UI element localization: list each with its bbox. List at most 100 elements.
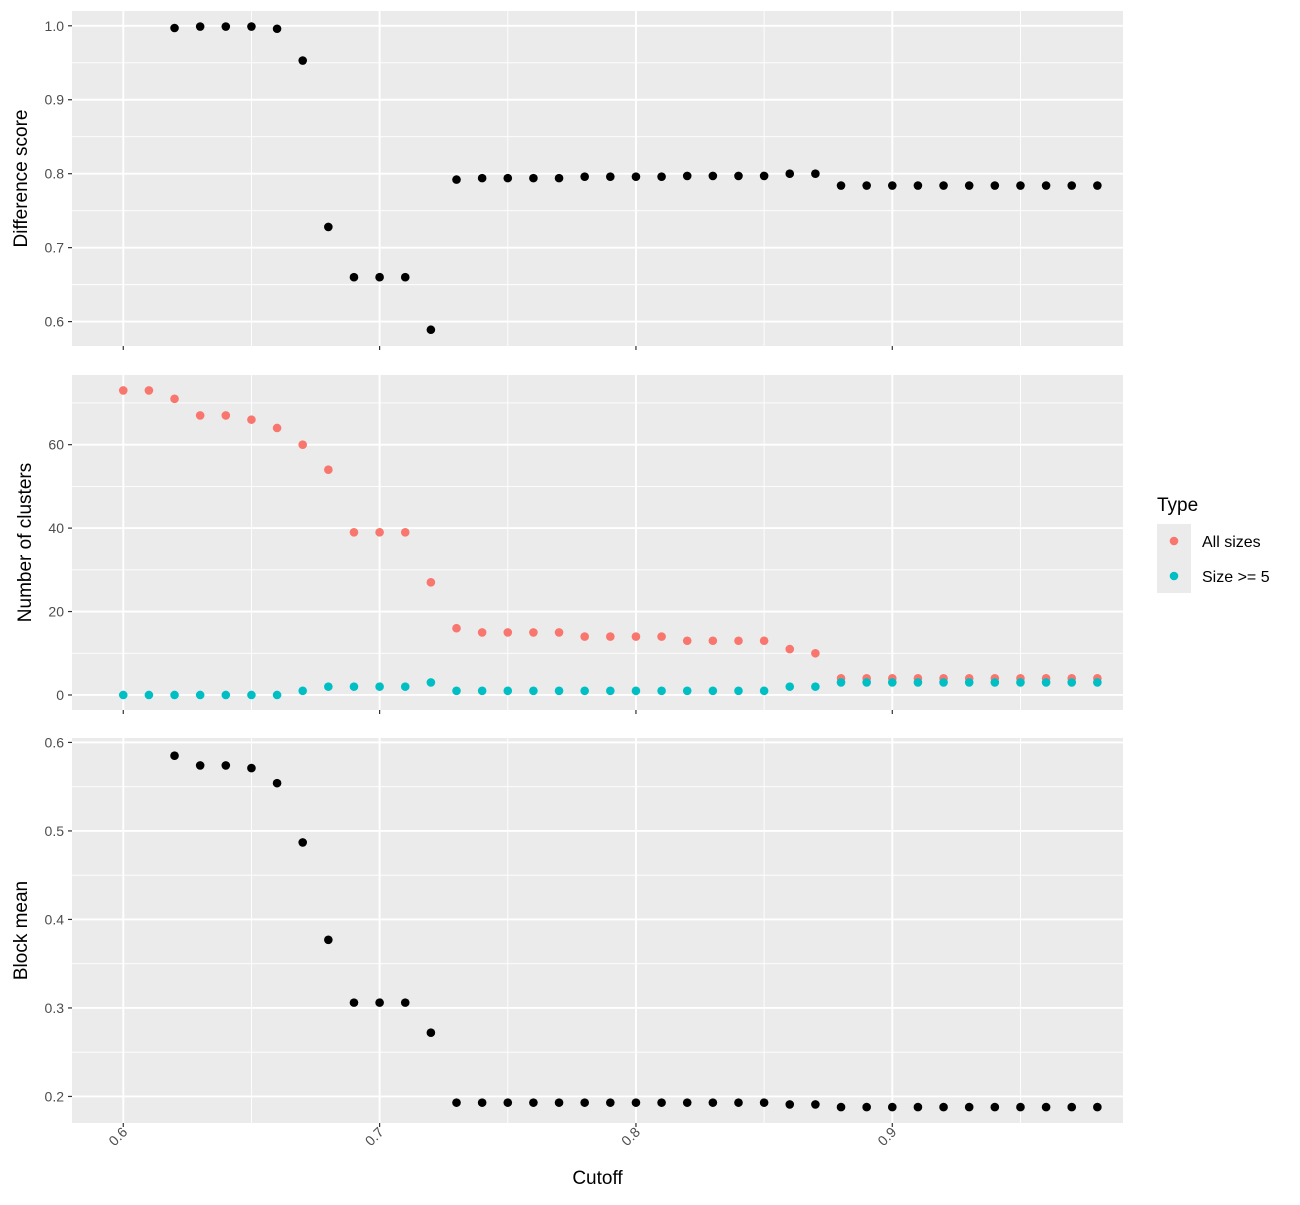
data-point <box>990 181 1000 190</box>
y-tick-label: 1.0 <box>45 18 65 34</box>
data-point <box>708 1098 718 1107</box>
data-point <box>324 465 333 475</box>
data-point <box>221 22 231 31</box>
legend-key <box>1169 536 1179 546</box>
data-point <box>734 1098 743 1107</box>
data-point <box>503 173 513 183</box>
data-point <box>554 686 564 696</box>
panel-background <box>72 738 1123 1123</box>
data-point <box>862 1102 871 1112</box>
data-point <box>580 1098 589 1107</box>
data-point <box>529 1098 538 1107</box>
data-point <box>913 678 923 687</box>
data-point <box>477 1098 487 1107</box>
legend-label: All sizes <box>1202 534 1261 551</box>
data-point <box>785 1100 795 1109</box>
data-point <box>606 686 615 696</box>
data-point <box>247 690 256 700</box>
data-point <box>503 686 513 696</box>
data-point <box>1067 678 1077 687</box>
y-tick-label: 0.6 <box>45 734 65 750</box>
data-point <box>708 636 718 646</box>
legend-title: Type <box>1157 495 1198 516</box>
data-point <box>221 761 231 770</box>
y-tick-label: 0.5 <box>45 823 65 839</box>
data-point <box>759 686 769 696</box>
data-point <box>529 173 538 183</box>
data-point <box>964 1102 974 1112</box>
y-tick-label: 0.7 <box>45 240 65 256</box>
data-point <box>1041 678 1051 687</box>
data-point <box>887 678 897 687</box>
data-point <box>400 682 410 691</box>
data-point <box>452 623 461 633</box>
data-point <box>682 686 692 696</box>
data-point <box>1093 678 1102 687</box>
data-point <box>657 1098 666 1107</box>
y-tick-label: 0 <box>56 687 64 703</box>
legend-label: Size >= 5 <box>1202 569 1270 586</box>
data-point <box>631 686 641 696</box>
y-tick-label: 0.8 <box>45 166 65 182</box>
data-point <box>836 1102 846 1112</box>
data-point <box>580 172 589 181</box>
data-point <box>118 690 128 700</box>
data-point <box>375 272 384 282</box>
data-point <box>836 678 846 687</box>
data-point <box>708 171 718 181</box>
x-tick-label: 0.6 <box>105 1124 130 1149</box>
data-point <box>1016 1102 1025 1112</box>
y-tick-label: 60 <box>48 437 64 453</box>
data-point <box>477 686 487 696</box>
data-point <box>606 172 615 181</box>
data-point <box>195 411 205 420</box>
data-point <box>349 682 359 691</box>
data-point <box>170 751 179 761</box>
y-tick-label: 0.4 <box>45 911 65 927</box>
data-point <box>734 171 743 181</box>
data-point <box>964 678 974 687</box>
data-point <box>708 686 718 696</box>
data-point <box>554 628 564 637</box>
data-point <box>682 636 692 646</box>
data-point <box>503 628 513 637</box>
data-point <box>1093 181 1102 190</box>
data-point <box>349 998 359 1007</box>
data-point <box>657 632 666 641</box>
data-point <box>1041 181 1051 190</box>
data-point <box>324 682 333 691</box>
data-point <box>298 686 308 696</box>
data-point <box>349 527 359 537</box>
data-point <box>452 1098 461 1107</box>
data-point <box>144 386 154 395</box>
y-tick-label: 0.2 <box>45 1088 65 1104</box>
data-point <box>734 636 743 646</box>
data-point <box>144 690 154 700</box>
y-tick-label: 0.3 <box>45 1000 65 1016</box>
data-point <box>887 181 897 190</box>
data-point <box>862 678 871 687</box>
data-point <box>272 778 282 788</box>
data-point <box>118 386 128 395</box>
data-point <box>195 22 205 31</box>
data-point <box>324 935 333 945</box>
data-point <box>785 644 795 654</box>
data-point <box>759 636 769 646</box>
data-point <box>298 440 308 449</box>
legend-key-background <box>1157 524 1191 593</box>
x-tick-label: 0.9 <box>874 1124 899 1149</box>
data-point <box>324 222 333 232</box>
data-point <box>580 686 589 696</box>
data-point <box>247 22 256 31</box>
data-point <box>580 632 589 641</box>
y-axis-title: Number of clusters <box>15 463 36 622</box>
data-point <box>452 686 461 696</box>
data-point <box>195 690 205 700</box>
data-point <box>400 272 410 282</box>
data-point <box>657 686 666 696</box>
data-point <box>606 632 615 641</box>
data-point <box>400 527 410 537</box>
data-point <box>939 1102 948 1112</box>
